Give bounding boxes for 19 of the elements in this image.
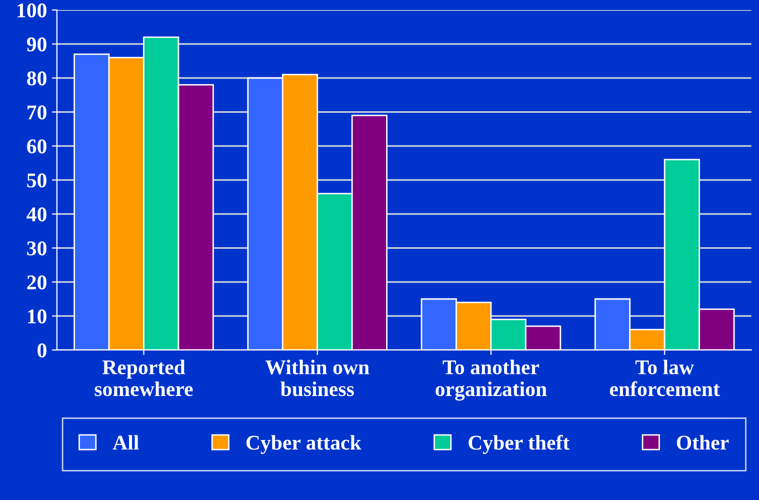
x-tick-label: To law enforcement <box>610 360 720 396</box>
x-tick-label: To another organization <box>436 360 547 401</box>
y-tick-label: 30 <box>27 241 46 256</box>
legend-label: Cyber attack <box>246 435 362 454</box>
y-tick-label: 70 <box>28 105 46 120</box>
x-tick-label: Within own business <box>265 360 370 396</box>
y-tick-label: 80 <box>27 71 46 86</box>
legend-label: Cyber theft <box>468 434 570 454</box>
legend-label: All <box>112 435 139 450</box>
y-tick-label: 60 <box>27 139 46 154</box>
y-tick-label: 20 <box>27 275 46 290</box>
y-tick-label: 90 <box>26 37 46 52</box>
legend-label: Other <box>676 435 729 450</box>
y-tick-label: 10 <box>28 309 46 324</box>
y-tick-label: 100 <box>18 3 46 18</box>
y-tick-label: 0 <box>38 343 46 358</box>
y-tick-label: 50 <box>27 173 46 188</box>
x-tick-label: Reported somewhere <box>94 360 193 396</box>
y-tick-label: 40 <box>26 207 46 222</box>
